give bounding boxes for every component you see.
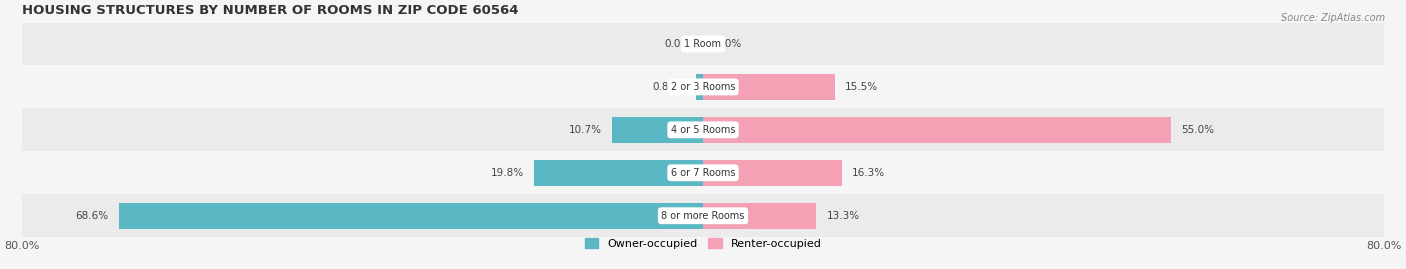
Text: 4 or 5 Rooms: 4 or 5 Rooms: [671, 125, 735, 135]
Bar: [696, 74, 703, 100]
Bar: [22, 65, 1384, 108]
Bar: [22, 23, 1384, 65]
Text: 19.8%: 19.8%: [491, 168, 524, 178]
Text: 6 or 7 Rooms: 6 or 7 Rooms: [671, 168, 735, 178]
Text: 10.7%: 10.7%: [568, 125, 602, 135]
Text: 15.5%: 15.5%: [845, 82, 879, 92]
Bar: [703, 74, 835, 100]
Bar: [612, 117, 703, 143]
Text: 0.85%: 0.85%: [652, 82, 686, 92]
Text: HOUSING STRUCTURES BY NUMBER OF ROOMS IN ZIP CODE 60564: HOUSING STRUCTURES BY NUMBER OF ROOMS IN…: [22, 4, 519, 17]
Text: 16.3%: 16.3%: [852, 168, 886, 178]
Bar: [703, 203, 817, 229]
Text: 8 or more Rooms: 8 or more Rooms: [661, 211, 745, 221]
Text: 1 Room: 1 Room: [685, 39, 721, 49]
Text: 0.0%: 0.0%: [664, 39, 690, 49]
Text: 2 or 3 Rooms: 2 or 3 Rooms: [671, 82, 735, 92]
Bar: [120, 203, 703, 229]
Text: Source: ZipAtlas.com: Source: ZipAtlas.com: [1281, 13, 1385, 23]
Text: 55.0%: 55.0%: [1181, 125, 1215, 135]
Bar: [703, 160, 842, 186]
Bar: [534, 160, 703, 186]
Bar: [22, 194, 1384, 237]
Bar: [22, 108, 1384, 151]
Text: 13.3%: 13.3%: [827, 211, 859, 221]
Text: 68.6%: 68.6%: [76, 211, 108, 221]
Legend: Owner-occupied, Renter-occupied: Owner-occupied, Renter-occupied: [585, 238, 821, 249]
Bar: [22, 151, 1384, 194]
Text: 0.0%: 0.0%: [716, 39, 742, 49]
Bar: [703, 117, 1171, 143]
